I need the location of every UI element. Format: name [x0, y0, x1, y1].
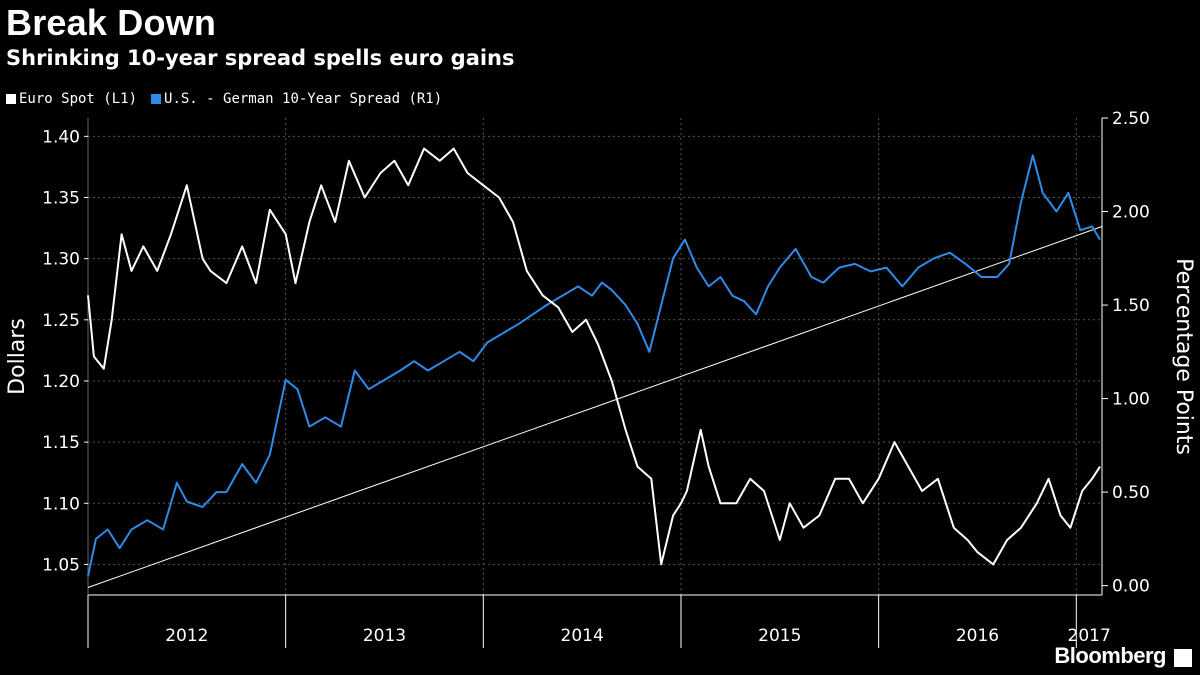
y-left-tick-label: 1.15	[42, 433, 80, 453]
y-right-axis-title: Percentage Points	[1171, 258, 1196, 455]
trend-line	[87, 226, 1103, 588]
y-right-tick-label: 1.00	[1112, 390, 1150, 410]
y-right-tick-label: 0.00	[1112, 577, 1150, 597]
y-left-tick-label: 1.40	[42, 127, 80, 147]
chart-subtitle: Shrinking 10-year spread spells euro gai…	[6, 46, 515, 70]
y-left-axis-title: Dollars	[5, 318, 30, 395]
y-right-tick-label: 0.50	[1112, 483, 1150, 503]
y-left-tick-label: 1.10	[42, 494, 80, 514]
x-tick-label: 2015	[758, 626, 801, 646]
legend-label-spread: U.S. - German 10-Year Spread (R1)	[164, 91, 443, 107]
y-left-tick-label: 1.05	[42, 555, 80, 575]
y-right-tick-label: 1.50	[1112, 296, 1150, 316]
legend-item-spread: U.S. - German 10-Year Spread (R1)	[151, 91, 442, 107]
x-tick-label: 2014	[561, 626, 604, 646]
y-left-tick-label: 1.35	[42, 189, 80, 209]
y-left-tick-label: 1.30	[42, 250, 80, 270]
bloomberg-icon	[1174, 649, 1192, 667]
legend-swatch-spread	[151, 94, 162, 104]
brand-logo-text: Bloomberg	[1054, 643, 1166, 668]
series-line-spread	[87, 154, 1101, 577]
chart-title: Break Down	[6, 2, 217, 43]
x-tick-label: 2017	[1068, 626, 1111, 646]
y-right-tick-label: 2.50	[1112, 109, 1150, 129]
x-tick-label: 2012	[165, 626, 208, 646]
legend: Euro Spot (L1) U.S. - German 10-Year Spr…	[6, 91, 456, 107]
x-tick-label: 2016	[956, 626, 999, 646]
x-tick-label: 2013	[363, 626, 406, 646]
series-line-euro	[87, 147, 1101, 566]
y-left-tick-label: 1.20	[42, 372, 80, 392]
y-right-tick-label: 2.00	[1112, 203, 1150, 223]
legend-item-euro: Euro Spot (L1)	[6, 91, 137, 107]
legend-swatch-euro	[6, 94, 16, 104]
y-left-tick-label: 1.25	[42, 311, 80, 331]
legend-label-euro: Euro Spot (L1)	[19, 91, 138, 107]
